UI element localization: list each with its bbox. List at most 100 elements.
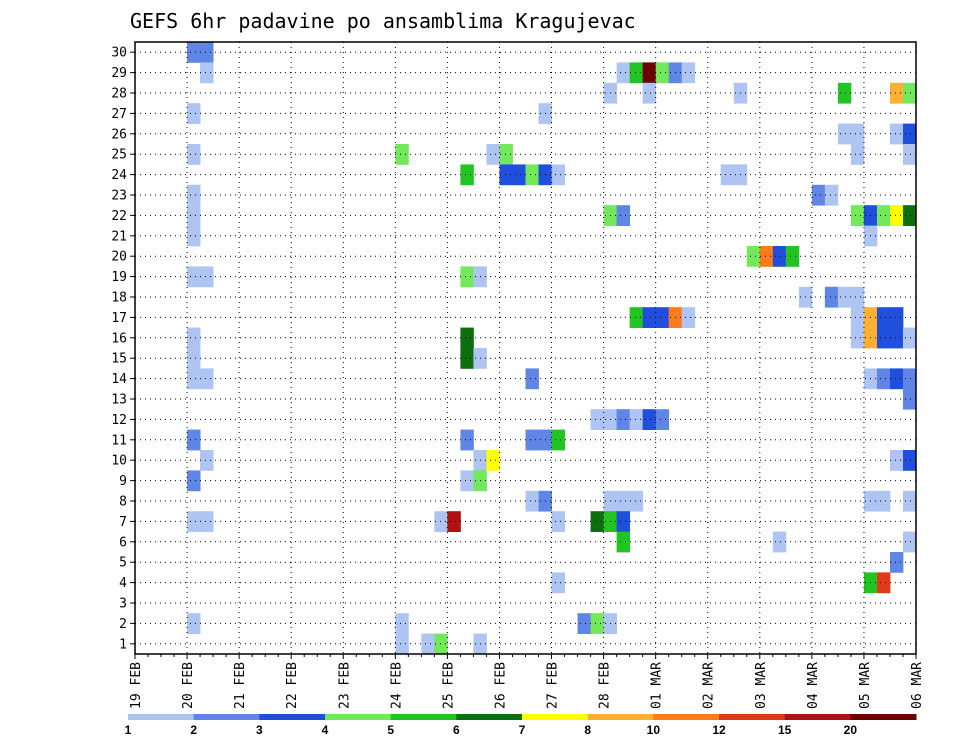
y-tick-label: 27 — [111, 107, 127, 122]
heatmap-cell — [512, 164, 526, 186]
heatmap-cell — [395, 613, 409, 634]
heatmap-cell — [850, 144, 865, 165]
colorbar-swatch — [850, 714, 917, 720]
heatmap-cell — [616, 205, 631, 226]
heatmap-cell — [421, 633, 435, 655]
heatmap-cell — [200, 62, 214, 84]
heatmap-cell — [187, 266, 201, 288]
colorbar-swatch — [128, 714, 195, 720]
heatmap-cell — [642, 62, 657, 84]
heatmap-cell — [187, 429, 201, 451]
heatmap-cell — [616, 490, 631, 512]
y-tick-label: 20 — [111, 250, 127, 265]
heatmap-cell — [811, 184, 826, 206]
heatmap-cell — [629, 307, 644, 328]
heatmap-cell — [434, 633, 448, 655]
x-tick-label: 24 FEB — [389, 662, 404, 709]
heatmap-cell — [772, 531, 787, 553]
y-tick-label: 10 — [111, 454, 127, 469]
heatmap-cell — [876, 307, 891, 328]
heatmap-cell — [525, 490, 539, 512]
colorbar-swatch — [784, 714, 851, 720]
heatmap-cell — [642, 82, 657, 104]
x-tick-label: 25 FEB — [441, 662, 456, 709]
heatmap-cell — [902, 368, 917, 390]
y-tick-label: 3 — [119, 597, 127, 612]
heatmap-cell — [525, 368, 539, 390]
heatmap-cell — [629, 490, 644, 512]
heatmap-cell — [681, 307, 696, 328]
heatmap-cell — [889, 552, 904, 573]
colorbar-swatch — [259, 714, 326, 720]
x-tick-label: 02 MAR — [702, 662, 717, 709]
heatmap-cell — [460, 348, 474, 369]
grid-lines — [135, 42, 916, 654]
x-tick-label: 21 FEB — [233, 662, 248, 709]
heatmap-cell — [616, 531, 631, 553]
heatmap-cell — [655, 409, 670, 430]
heatmap-cell — [655, 307, 670, 328]
heatmap-cell — [837, 82, 852, 104]
colorbar-swatch — [193, 714, 260, 720]
heatmap-cell — [876, 368, 891, 390]
y-tick-label: 14 — [111, 372, 127, 387]
heatmap-cell — [187, 42, 201, 63]
heatmap-cell — [616, 409, 631, 430]
heatmap-cell — [850, 286, 865, 308]
heatmap-cell — [499, 164, 513, 186]
chart-title: GEFS 6hr padavine po ansamblima Kragujev… — [130, 9, 636, 33]
heatmap-cell — [889, 450, 904, 471]
colorbar-label: 8 — [584, 723, 591, 737]
y-tick-label: 24 — [111, 168, 127, 183]
heatmap-cell — [876, 490, 891, 512]
colorbar-label: 7 — [519, 723, 526, 737]
heatmap-cell — [889, 307, 904, 328]
colorbar-swatch — [456, 714, 523, 720]
x-tick-label: 19 FEB — [129, 662, 144, 709]
heatmap-cell — [460, 470, 474, 492]
colorbar-swatch — [653, 714, 720, 720]
heatmap-cell — [655, 62, 670, 84]
heatmap-cell — [889, 82, 904, 104]
heatmap-cell — [486, 450, 500, 471]
heatmap-cell — [850, 327, 865, 349]
y-tick-label: 16 — [111, 331, 127, 346]
y-tick-label: 25 — [111, 148, 127, 163]
y-tick-label: 11 — [111, 433, 127, 448]
y-tick-label: 21 — [111, 229, 127, 244]
colorbar-swatch — [587, 714, 654, 720]
heatmap-cell — [460, 429, 474, 451]
heatmap-cell — [590, 511, 604, 532]
heatmap-cell — [460, 327, 474, 349]
x-tick-label: 23 FEB — [337, 662, 352, 709]
heatmap-cell — [200, 368, 214, 390]
y-tick-label: 17 — [111, 311, 127, 326]
y-tick-label: 12 — [111, 413, 127, 428]
heatmap-cell — [850, 123, 865, 145]
heatmap-cell — [434, 511, 448, 532]
heatmap-cell — [187, 327, 201, 349]
heatmap-cell — [681, 62, 696, 84]
heatmap-cell — [746, 246, 761, 267]
y-tick-label: 18 — [111, 291, 127, 306]
colorbar-label: 15 — [778, 723, 792, 737]
y-tick-label: 19 — [111, 270, 127, 285]
x-tick-label: 03 MAR — [754, 662, 769, 709]
heatmap-cell — [902, 490, 917, 512]
heatmap-cell — [187, 144, 201, 165]
heatmap-cell — [187, 225, 201, 247]
heatmap-cell — [187, 103, 201, 124]
heatmap-cell — [616, 62, 631, 84]
y-tick-label: 8 — [119, 495, 127, 510]
heatmap-cell — [395, 633, 409, 655]
colorbar-label: 4 — [322, 723, 329, 737]
heatmap-cell — [395, 144, 409, 165]
heatmap-cell — [824, 184, 839, 206]
colorbar-label: 1 — [125, 723, 132, 737]
heatmap-cell — [889, 205, 904, 226]
x-tick-label: 28 FEB — [598, 662, 613, 709]
heatmap-cell — [642, 307, 657, 328]
heatmap-cell — [187, 511, 201, 532]
x-tick-label: 26 FEB — [493, 662, 508, 709]
